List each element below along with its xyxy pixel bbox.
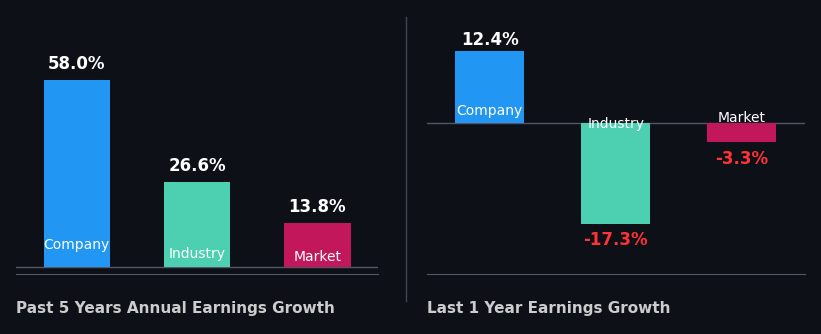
Bar [164, 182, 230, 268]
Text: Past 5 Years Annual Earnings Growth: Past 5 Years Annual Earnings Growth [16, 301, 335, 316]
Text: Market: Market [293, 250, 342, 264]
Bar [456, 51, 525, 123]
Text: Industry: Industry [587, 117, 644, 131]
Bar [284, 223, 351, 268]
Text: Market: Market [718, 111, 766, 125]
Text: 12.4%: 12.4% [461, 31, 519, 49]
Text: Last 1 Year Earnings Growth: Last 1 Year Earnings Growth [427, 301, 671, 316]
Text: Company: Company [456, 104, 523, 118]
Text: 13.8%: 13.8% [289, 198, 346, 216]
Text: Industry: Industry [168, 246, 226, 261]
Text: Company: Company [44, 238, 110, 253]
Text: 26.6%: 26.6% [168, 157, 226, 175]
Bar [581, 123, 650, 224]
Bar [707, 123, 776, 143]
Text: -17.3%: -17.3% [584, 231, 648, 249]
Text: -3.3%: -3.3% [715, 150, 768, 168]
Text: 58.0%: 58.0% [48, 55, 105, 73]
Bar [44, 80, 110, 268]
